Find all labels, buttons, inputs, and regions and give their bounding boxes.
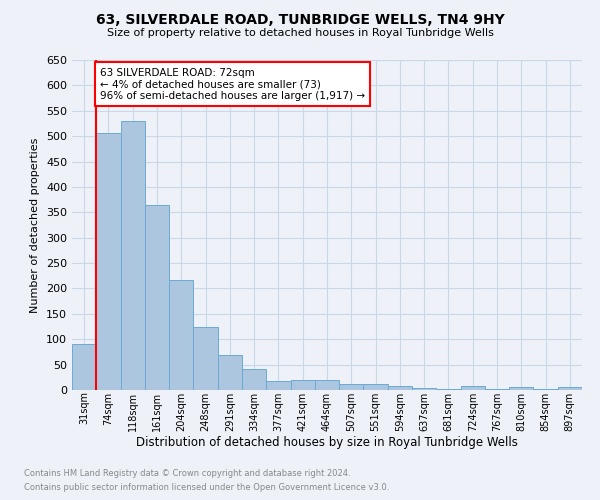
Text: 63 SILVERDALE ROAD: 72sqm
← 4% of detached houses are smaller (73)
96% of semi-d: 63 SILVERDALE ROAD: 72sqm ← 4% of detach… (100, 68, 365, 101)
Bar (388, 386, 412, 390)
Bar (121, 121, 145, 390)
Bar (145, 205, 169, 390)
Bar (169, 280, 193, 390)
Text: Size of property relative to detached houses in Royal Tunbridge Wells: Size of property relative to detached ho… (107, 28, 493, 38)
Text: Contains HM Land Registry data © Crown copyright and database right 2024.: Contains HM Land Registry data © Crown c… (24, 468, 350, 477)
Bar (461, 386, 485, 390)
Bar (485, 389, 509, 390)
X-axis label: Distribution of detached houses by size in Royal Tunbridge Wells: Distribution of detached houses by size … (136, 436, 518, 450)
Bar (242, 368, 266, 390)
Bar (266, 381, 290, 390)
Y-axis label: Number of detached properties: Number of detached properties (31, 138, 40, 312)
Bar (315, 380, 339, 390)
Bar (509, 388, 533, 390)
Bar (218, 355, 242, 390)
Bar (339, 384, 364, 390)
Bar (72, 344, 96, 390)
Bar (364, 384, 388, 390)
Bar (193, 326, 218, 390)
Bar (558, 387, 582, 390)
Bar (533, 389, 558, 390)
Bar (436, 389, 461, 390)
Bar (96, 132, 121, 390)
Text: 63, SILVERDALE ROAD, TUNBRIDGE WELLS, TN4 9HY: 63, SILVERDALE ROAD, TUNBRIDGE WELLS, TN… (95, 12, 505, 26)
Bar (412, 388, 436, 390)
Bar (290, 380, 315, 390)
Text: Contains public sector information licensed under the Open Government Licence v3: Contains public sector information licen… (24, 484, 389, 492)
